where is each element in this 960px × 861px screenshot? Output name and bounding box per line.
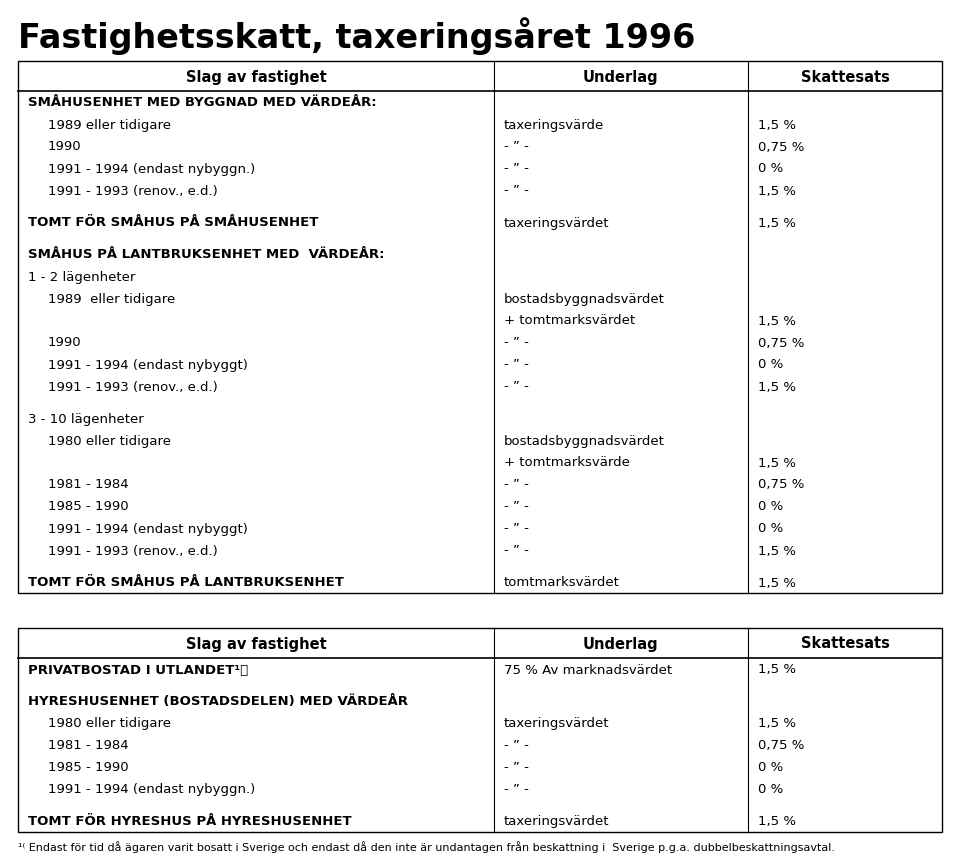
Text: 1985 - 1990: 1985 - 1990 — [48, 500, 129, 513]
Text: Fastighetsskatt, taxeringsåret 1996: Fastighetsskatt, taxeringsåret 1996 — [18, 17, 695, 55]
Text: 0 %: 0 % — [758, 522, 783, 535]
Text: 1990: 1990 — [48, 140, 82, 153]
Text: SMÅHUSENHET MED BYGGNAD MED VÄRDEÅR:: SMÅHUSENHET MED BYGGNAD MED VÄRDEÅR: — [28, 96, 376, 109]
Text: 1991 - 1993 (renov., e.d.): 1991 - 1993 (renov., e.d.) — [48, 184, 218, 197]
Text: Underlag: Underlag — [583, 635, 659, 651]
Text: 0 %: 0 % — [758, 358, 783, 371]
Text: 1980 eller tidigare: 1980 eller tidigare — [48, 434, 171, 447]
Text: bostadsbyggnadsvärdet: bostadsbyggnadsvärdet — [504, 434, 664, 447]
Text: - ” -: - ” - — [504, 380, 529, 393]
Text: 1991 - 1994 (endast nybyggn.): 1991 - 1994 (endast nybyggn.) — [48, 783, 255, 796]
Text: TOMT FÖR HYRESHUS PÅ HYRESHUSENHET: TOMT FÖR HYRESHUS PÅ HYRESHUSENHET — [28, 815, 351, 827]
Text: 1991 - 1994 (endast nybyggt): 1991 - 1994 (endast nybyggt) — [48, 522, 248, 535]
Text: 1,5 %: 1,5 % — [758, 216, 796, 229]
Text: 1,5 %: 1,5 % — [758, 380, 796, 393]
Text: - ” -: - ” - — [504, 783, 529, 796]
Text: 0 %: 0 % — [758, 163, 783, 176]
Text: 1989  eller tidigare: 1989 eller tidigare — [48, 292, 176, 305]
Text: 3 - 10 lägenheter: 3 - 10 lägenheter — [28, 412, 144, 425]
Text: bostadsbyggnadsvärdet: bostadsbyggnadsvärdet — [504, 292, 664, 305]
Text: tomtmarksvärdet: tomtmarksvärdet — [504, 576, 620, 589]
Text: 1991 - 1994 (endast nybyggn.): 1991 - 1994 (endast nybyggn.) — [48, 163, 255, 176]
Text: - ” -: - ” - — [504, 500, 529, 513]
Text: 1989 eller tidigare: 1989 eller tidigare — [48, 118, 171, 132]
Bar — [18, 62, 942, 593]
Text: - ” -: - ” - — [504, 140, 529, 153]
Text: - ” -: - ” - — [504, 358, 529, 371]
Text: - ” -: - ” - — [504, 760, 529, 773]
Text: 1,5 %: 1,5 % — [758, 314, 796, 327]
Text: 0,75 %: 0,75 % — [758, 336, 804, 349]
Text: 0,75 %: 0,75 % — [758, 140, 804, 153]
Text: - ” -: - ” - — [504, 544, 529, 557]
Text: 1991 - 1993 (renov., e.d.): 1991 - 1993 (renov., e.d.) — [48, 544, 218, 557]
Text: 1991 - 1994 (endast nybyggt): 1991 - 1994 (endast nybyggt) — [48, 358, 248, 371]
Text: 1,5 %: 1,5 % — [758, 184, 796, 197]
Text: SMÅHUS PÅ LANTBRUKSENHET MED  VÄRDEÅR:: SMÅHUS PÅ LANTBRUKSENHET MED VÄRDEÅR: — [28, 248, 385, 261]
Text: + tomtmarksvärde: + tomtmarksvärde — [504, 456, 630, 469]
Text: taxeringsvärdet: taxeringsvärdet — [504, 815, 610, 827]
Text: 0,75 %: 0,75 % — [758, 478, 804, 491]
Text: 1,5 %: 1,5 % — [758, 118, 796, 132]
Text: 0 %: 0 % — [758, 783, 783, 796]
Text: Underlag: Underlag — [583, 70, 659, 84]
Text: - ” -: - ” - — [504, 184, 529, 197]
Text: 1990: 1990 — [48, 336, 82, 349]
Text: 75 % Av marknadsvärdet: 75 % Av marknadsvärdet — [504, 663, 672, 676]
Text: - ” -: - ” - — [504, 163, 529, 176]
Text: TOMT FÖR SMÅHUS PÅ LANTBRUKSENHET: TOMT FÖR SMÅHUS PÅ LANTBRUKSENHET — [28, 576, 344, 589]
Text: 1,5 %: 1,5 % — [758, 716, 796, 729]
Text: 1991 - 1993 (renov., e.d.): 1991 - 1993 (renov., e.d.) — [48, 380, 218, 393]
Text: + tomtmarksvärdet: + tomtmarksvärdet — [504, 314, 635, 327]
Text: 1981 - 1984: 1981 - 1984 — [48, 478, 129, 491]
Text: - ” -: - ” - — [504, 336, 529, 349]
Text: Skattesats: Skattesats — [801, 70, 889, 84]
Text: - ” -: - ” - — [504, 478, 529, 491]
Text: - ” -: - ” - — [504, 739, 529, 752]
Bar — [18, 629, 942, 832]
Text: ¹⁽ Endast för tid då ägaren varit bosatt i Sverige och endast då den inte är und: ¹⁽ Endast för tid då ägaren varit bosatt… — [18, 840, 835, 852]
Text: Slag av fastighet: Slag av fastighet — [185, 635, 326, 651]
Text: 1 - 2 lägenheter: 1 - 2 lägenheter — [28, 270, 135, 283]
Text: 0 %: 0 % — [758, 500, 783, 513]
Text: 1985 - 1990: 1985 - 1990 — [48, 760, 129, 773]
Text: taxeringsvärdet: taxeringsvärdet — [504, 716, 610, 729]
Text: - ” -: - ” - — [504, 522, 529, 535]
Text: 0 %: 0 % — [758, 760, 783, 773]
Text: taxeringsvärde: taxeringsvärde — [504, 118, 604, 132]
Text: 1,5 %: 1,5 % — [758, 663, 796, 676]
Text: 0,75 %: 0,75 % — [758, 739, 804, 752]
Text: Slag av fastighet: Slag av fastighet — [185, 70, 326, 84]
Text: 1,5 %: 1,5 % — [758, 544, 796, 557]
Text: 1,5 %: 1,5 % — [758, 576, 796, 589]
Text: Skattesats: Skattesats — [801, 635, 889, 651]
Text: PRIVATBOSTAD I UTLANDET¹⧩: PRIVATBOSTAD I UTLANDET¹⧩ — [28, 663, 249, 676]
Text: 1,5 %: 1,5 % — [758, 815, 796, 827]
Text: TOMT FÖR SMÅHUS PÅ SMÅHUSENHET: TOMT FÖR SMÅHUS PÅ SMÅHUSENHET — [28, 216, 319, 229]
Text: taxeringsvärdet: taxeringsvärdet — [504, 216, 610, 229]
Text: 1980 eller tidigare: 1980 eller tidigare — [48, 716, 171, 729]
Text: HYRESHUSENHET (BOSTADSDELEN) MED VÄRDEÅR: HYRESHUSENHET (BOSTADSDELEN) MED VÄRDEÅR — [28, 695, 408, 708]
Text: 1981 - 1984: 1981 - 1984 — [48, 739, 129, 752]
Text: 1,5 %: 1,5 % — [758, 456, 796, 469]
